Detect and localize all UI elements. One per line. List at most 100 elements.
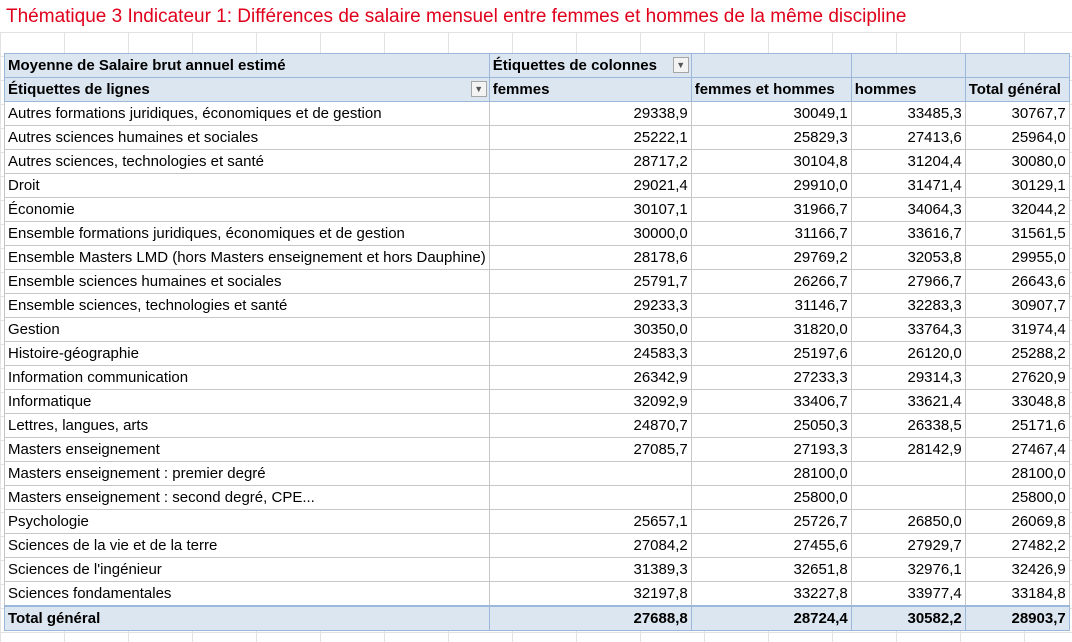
value-cell[interactable]: 26069,8 <box>964 509 1070 534</box>
value-cell[interactable]: 30350,0 <box>488 317 692 342</box>
value-cell[interactable]: 30080,0 <box>964 149 1070 174</box>
column-header-femmes[interactable]: femmes <box>488 77 692 102</box>
value-cell[interactable]: 31966,7 <box>690 197 852 222</box>
row-label-cell[interactable]: Ensemble sciences, technologies et santé <box>4 293 490 318</box>
row-label-cell[interactable]: Histoire-géographie <box>4 341 490 366</box>
value-cell[interactable]: 30000,0 <box>488 221 692 246</box>
grand-total-value[interactable]: 28724,4 <box>690 605 852 631</box>
value-cell[interactable]: 33227,8 <box>690 581 852 607</box>
value-cell[interactable]: 32283,3 <box>850 293 966 318</box>
value-cell[interactable]: 31389,3 <box>488 557 692 582</box>
column-header-total[interactable]: Total général <box>964 77 1070 102</box>
column-labels-header[interactable]: Étiquettes de colonnes ▼ <box>488 53 692 78</box>
row-label-cell[interactable]: Autres sciences humaines et sociales <box>4 125 490 150</box>
value-cell[interactable]: 33621,4 <box>850 389 966 414</box>
value-cell[interactable]: 27413,6 <box>850 125 966 150</box>
value-cell[interactable]: 27193,3 <box>690 437 852 462</box>
value-cell[interactable] <box>488 485 692 510</box>
column-filter-dropdown-icon[interactable]: ▼ <box>672 57 689 73</box>
value-cell[interactable]: 31471,4 <box>850 173 966 198</box>
value-cell[interactable]: 30107,1 <box>488 197 692 222</box>
value-cell[interactable]: 30907,7 <box>964 293 1070 318</box>
value-cell[interactable]: 27455,6 <box>690 533 852 558</box>
value-cell[interactable]: 28142,9 <box>850 437 966 462</box>
value-cell[interactable]: 31974,4 <box>964 317 1070 342</box>
value-cell[interactable]: 32044,2 <box>964 197 1070 222</box>
value-cell[interactable]: 29910,0 <box>690 173 852 198</box>
row-label-cell[interactable]: Sciences de la vie et de la terre <box>4 533 490 558</box>
value-cell[interactable]: 33048,8 <box>964 389 1070 414</box>
row-label-cell[interactable]: Ensemble Masters LMD (hors Masters ensei… <box>4 245 490 270</box>
value-cell[interactable]: 30129,1 <box>964 173 1070 198</box>
value-cell[interactable]: 29233,3 <box>488 293 692 318</box>
column-header-hommes[interactable]: hommes <box>850 77 966 102</box>
value-cell[interactable]: 33977,4 <box>850 581 966 607</box>
value-cell[interactable]: 25791,7 <box>488 269 692 294</box>
value-cell[interactable]: 27233,3 <box>690 365 852 390</box>
value-cell[interactable] <box>488 461 692 486</box>
value-cell[interactable]: 25800,0 <box>690 485 852 510</box>
value-cell[interactable]: 25288,2 <box>964 341 1070 366</box>
value-cell[interactable]: 25726,7 <box>690 509 852 534</box>
value-cell[interactable]: 29769,2 <box>690 245 852 270</box>
value-cell[interactable] <box>850 461 966 486</box>
value-cell[interactable]: 25800,0 <box>964 485 1070 510</box>
grand-total-value[interactable]: 28903,7 <box>964 605 1070 631</box>
value-cell[interactable]: 32651,8 <box>690 557 852 582</box>
column-header-femmes-et-hommes[interactable]: femmes et hommes <box>690 77 852 102</box>
value-cell[interactable]: 26850,0 <box>850 509 966 534</box>
value-cell[interactable]: 29338,9 <box>488 101 692 126</box>
value-cell[interactable]: 26120,0 <box>850 341 966 366</box>
grand-total-value[interactable]: 27688,8 <box>488 605 692 631</box>
value-cell[interactable]: 26643,6 <box>964 269 1070 294</box>
value-cell[interactable]: 27467,4 <box>964 437 1070 462</box>
row-label-cell[interactable]: Lettres, langues, arts <box>4 413 490 438</box>
value-cell[interactable]: 29955,0 <box>964 245 1070 270</box>
row-label-cell[interactable]: Gestion <box>4 317 490 342</box>
value-cell[interactable]: 27482,2 <box>964 533 1070 558</box>
row-label-cell[interactable]: Économie <box>4 197 490 222</box>
value-cell[interactable]: 25657,1 <box>488 509 692 534</box>
value-cell[interactable]: 33406,7 <box>690 389 852 414</box>
value-cell[interactable]: 31204,4 <box>850 149 966 174</box>
grand-total-label[interactable]: Total général <box>4 605 490 631</box>
row-label-cell[interactable]: Masters enseignement : premier degré <box>4 461 490 486</box>
row-label-cell[interactable]: Masters enseignement <box>4 437 490 462</box>
row-label-cell[interactable]: Masters enseignement : second degré, CPE… <box>4 485 490 510</box>
row-label-cell[interactable]: Ensemble formations juridiques, économiq… <box>4 221 490 246</box>
value-cell[interactable]: 29021,4 <box>488 173 692 198</box>
value-cell[interactable]: 32053,8 <box>850 245 966 270</box>
value-cell[interactable]: 28100,0 <box>690 461 852 486</box>
value-cell[interactable]: 25829,3 <box>690 125 852 150</box>
value-cell[interactable]: 27085,7 <box>488 437 692 462</box>
value-cell[interactable]: 32976,1 <box>850 557 966 582</box>
row-label-cell[interactable]: Autres sciences, technologies et santé <box>4 149 490 174</box>
value-cell[interactable]: 27620,9 <box>964 365 1070 390</box>
value-cell[interactable]: 24870,7 <box>488 413 692 438</box>
row-filter-dropdown-icon[interactable]: ▼ <box>470 81 487 97</box>
row-label-cell[interactable]: Autres formations juridiques, économique… <box>4 101 490 126</box>
value-cell[interactable]: 32092,9 <box>488 389 692 414</box>
row-label-cell[interactable]: Psychologie <box>4 509 490 534</box>
value-cell[interactable]: 32197,8 <box>488 581 692 607</box>
value-cell[interactable]: 31166,7 <box>690 221 852 246</box>
value-cell[interactable]: 25197,6 <box>690 341 852 366</box>
row-label-cell[interactable]: Informatique <box>4 389 490 414</box>
row-label-cell[interactable]: Information communication <box>4 365 490 390</box>
row-label-cell[interactable]: Ensemble sciences humaines et sociales <box>4 269 490 294</box>
value-cell[interactable]: 26338,5 <box>850 413 966 438</box>
value-cell[interactable]: 30767,7 <box>964 101 1070 126</box>
value-field-label[interactable]: Moyenne de Salaire brut annuel estimé <box>4 53 490 78</box>
row-label-cell[interactable]: Sciences fondamentales <box>4 581 490 607</box>
value-cell[interactable]: 27929,7 <box>850 533 966 558</box>
value-cell[interactable]: 25171,6 <box>964 413 1070 438</box>
value-cell[interactable]: 26266,7 <box>690 269 852 294</box>
value-cell[interactable]: 26342,9 <box>488 365 692 390</box>
row-labels-header[interactable]: Étiquettes de lignes ▼ <box>4 77 490 102</box>
grand-total-value[interactable]: 30582,2 <box>850 605 966 631</box>
value-cell[interactable]: 32426,9 <box>964 557 1070 582</box>
value-cell[interactable]: 30049,1 <box>690 101 852 126</box>
value-cell[interactable]: 29314,3 <box>850 365 966 390</box>
value-cell[interactable]: 30104,8 <box>690 149 852 174</box>
value-cell[interactable]: 25050,3 <box>690 413 852 438</box>
